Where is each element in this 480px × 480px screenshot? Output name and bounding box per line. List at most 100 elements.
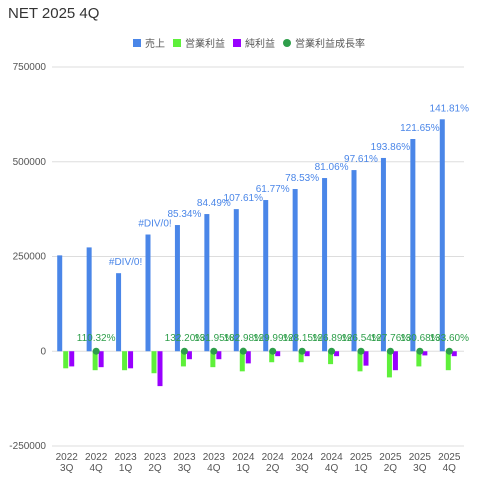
bar <box>174 225 180 352</box>
point <box>357 347 365 355</box>
x-tick-label: 2023 <box>114 452 137 463</box>
bar <box>422 351 428 356</box>
data-label: 78.53% <box>285 173 319 184</box>
x-tick-label: 2023 <box>203 452 226 463</box>
bar <box>63 351 69 369</box>
bar <box>304 351 310 357</box>
bar <box>157 351 163 387</box>
bar <box>69 351 75 367</box>
x-tick-label: 2Q <box>384 463 398 474</box>
x-tick-label: 4Q <box>207 463 221 474</box>
y-tick-label: 0 <box>40 346 46 357</box>
data-label: 126.54% <box>341 333 381 344</box>
bar <box>334 351 340 357</box>
data-label: 193.86% <box>371 142 411 153</box>
legend-label: 売上 <box>145 37 165 50</box>
bar <box>322 178 328 352</box>
data-label: 81.06% <box>315 162 349 173</box>
chart-title: NET 2025 4Q <box>8 5 99 22</box>
x-tick-label: 1Q <box>354 463 368 474</box>
x-tick-label: 2025 <box>409 452 432 463</box>
bar <box>328 351 334 365</box>
data-label: 128.15% <box>282 333 322 344</box>
bar <box>363 351 369 366</box>
point <box>416 347 424 355</box>
bar <box>380 157 386 352</box>
data-label: #DIV/0! <box>109 257 142 268</box>
x-tick-label: 2022 <box>56 452 79 463</box>
bar <box>128 351 134 369</box>
point <box>445 347 453 355</box>
bar <box>292 189 298 352</box>
bar <box>98 351 104 368</box>
x-tick-label: 2024 <box>291 452 314 463</box>
bar <box>439 119 445 352</box>
data-label: 127.76% <box>371 333 411 344</box>
bar <box>269 351 275 363</box>
data-label: 85.34% <box>167 209 201 220</box>
bar <box>92 351 98 371</box>
bar <box>186 351 192 360</box>
x-tick-label: 2Q <box>148 463 162 474</box>
x-tick-label: 3Q <box>178 463 192 474</box>
legend-label: 純利益 <box>245 37 275 50</box>
bar <box>122 351 128 371</box>
bar <box>151 351 157 374</box>
x-tick-label: 2024 <box>232 452 255 463</box>
data-label: 84.49% <box>197 198 231 209</box>
bar <box>216 351 222 360</box>
bar <box>204 214 210 352</box>
x-tick-label: 2025 <box>350 452 373 463</box>
x-tick-label: 2025 <box>438 452 461 463</box>
x-tick-label: 3Q <box>413 463 427 474</box>
bar <box>239 351 245 372</box>
x-tick-label: 2023 <box>144 452 167 463</box>
legend-swatch <box>133 39 141 47</box>
bar <box>445 351 451 371</box>
legend-swatch <box>233 39 241 47</box>
bar <box>210 351 216 368</box>
point <box>210 347 218 355</box>
legend-label: 営業利益 <box>185 37 225 50</box>
data-label: 121.65% <box>400 123 440 134</box>
point <box>180 347 188 355</box>
bar <box>233 209 239 352</box>
bar <box>275 351 281 357</box>
x-tick-label: 3Q <box>295 463 309 474</box>
bar <box>145 234 151 352</box>
bar <box>57 255 63 352</box>
y-tick-label: 500000 <box>13 157 47 168</box>
point <box>92 347 100 355</box>
x-tick-label: 1Q <box>119 463 133 474</box>
x-tick-label: 2022 <box>85 452 108 463</box>
point <box>328 347 336 355</box>
bar <box>180 351 186 367</box>
point <box>239 347 247 355</box>
bar <box>245 351 251 364</box>
y-tick-label: 250000 <box>13 252 47 263</box>
x-tick-label: 2024 <box>262 452 285 463</box>
bar <box>386 351 392 378</box>
data-label: 133.60% <box>430 333 470 344</box>
y-tick-label: 750000 <box>13 62 47 73</box>
x-tick-label: 1Q <box>237 463 251 474</box>
point <box>269 347 277 355</box>
data-label: 130.68% <box>400 333 440 344</box>
x-tick-label: 2025 <box>379 452 402 463</box>
x-tick-label: 3Q <box>60 463 74 474</box>
bar <box>410 139 416 352</box>
data-label: 126.89% <box>312 333 352 344</box>
data-label: 131.95% <box>194 333 234 344</box>
x-tick-label: 4Q <box>89 463 103 474</box>
point <box>298 347 306 355</box>
legend-swatch <box>173 39 181 47</box>
data-label: 182.98% <box>224 333 264 344</box>
data-label: 110.32% <box>77 333 116 344</box>
bar <box>116 273 122 352</box>
bar <box>298 351 304 363</box>
x-tick-label: 2024 <box>320 452 343 463</box>
x-tick-label: 4Q <box>325 463 339 474</box>
bar <box>86 247 92 352</box>
x-tick-label: 2Q <box>266 463 280 474</box>
